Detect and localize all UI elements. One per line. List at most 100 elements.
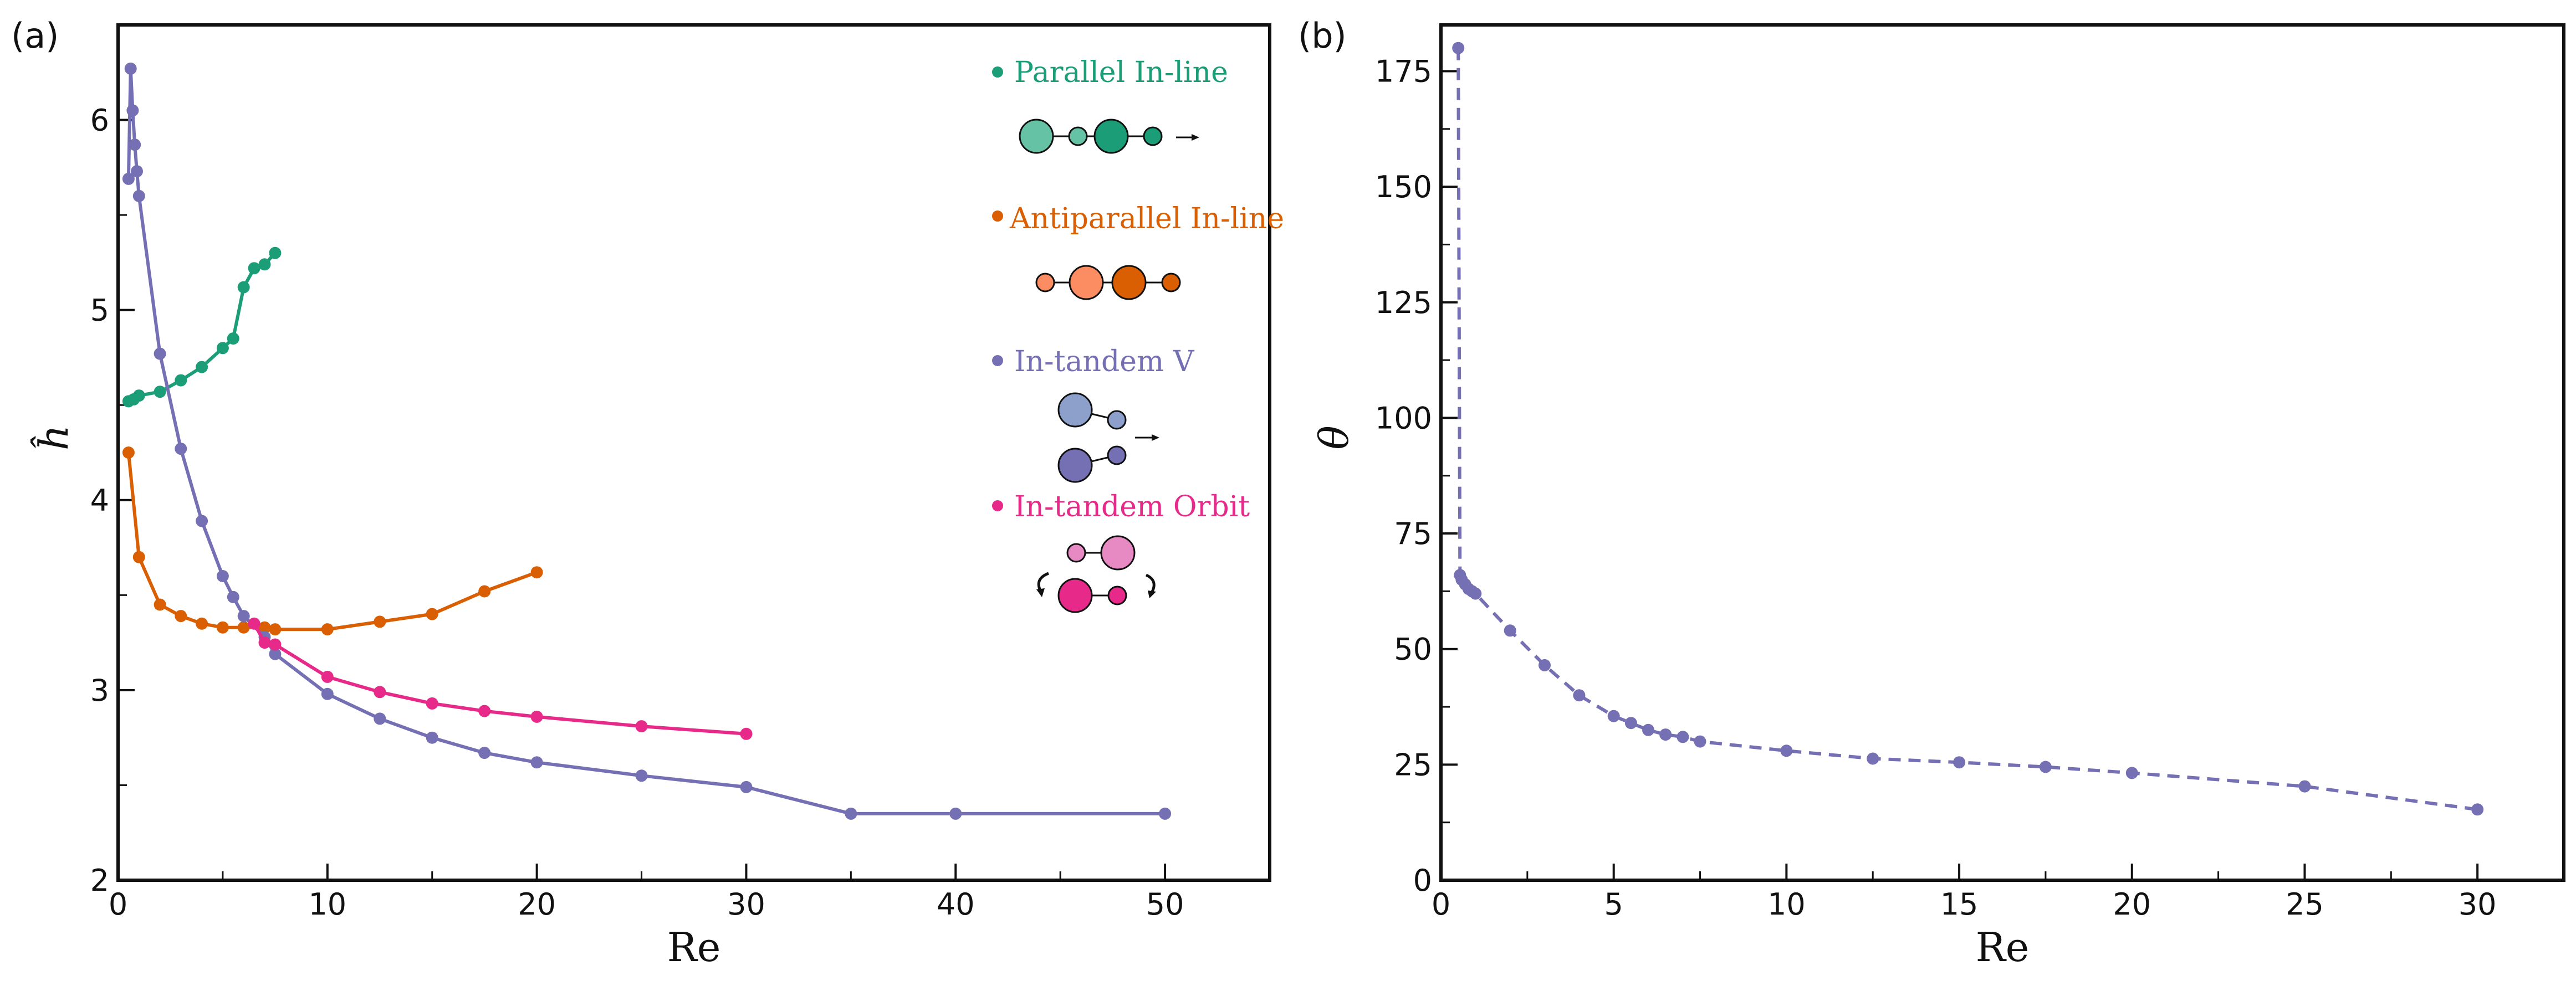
panel-a-series-2-point-5 <box>132 189 145 202</box>
panel-a-series <box>122 62 1172 820</box>
panel-b-series-0-point-22 <box>2471 803 2484 816</box>
panel-b-label: (b) <box>1298 16 1347 56</box>
panel-a-series-1-point-5 <box>216 621 229 634</box>
panel-a-ytick-label-0: 2 <box>90 863 109 898</box>
panel-a-series-2-point-9 <box>216 570 229 582</box>
panel-b-ytick-label-0: 0 <box>1413 863 1432 898</box>
panel-a-series-1-point-8 <box>269 623 282 636</box>
in-tandem-v-swimmers-icon <box>1057 392 1159 483</box>
panel-a-series-2-point-16 <box>426 731 438 744</box>
panel-a-series-0-point-11 <box>269 247 282 259</box>
panel-a-xtick-label-5: 50 <box>1146 887 1184 922</box>
legend-entry-antiparallel-in-line: Antiparallel In-line <box>992 202 1284 300</box>
panel-a-xtick-label-0: 0 <box>109 887 127 922</box>
panel-b-xtick-label-4: 20 <box>2113 887 2151 922</box>
panel-a-series-3-point-8 <box>635 720 648 733</box>
panel-b-series-0-point-19 <box>2039 761 2052 773</box>
panel-a-series-2-point-11 <box>237 610 250 623</box>
panel-b-series-0-point-7 <box>1504 624 1516 637</box>
panel-a-series-1-point-11 <box>426 608 438 620</box>
panel-a-xtick-label-1: 10 <box>308 887 346 922</box>
panel-a-series-2-point-0 <box>122 172 135 185</box>
panel-a-series-1-point-6 <box>237 621 250 634</box>
legend-label-in-tandem-v: In-tandem V <box>1014 345 1195 378</box>
panel-b-ytick-label-7: 175 <box>1375 54 1432 89</box>
in-tandem-orbit-swimmers-icon <box>1036 535 1156 613</box>
legend-entry-parallel-in-line: Parallel In-line <box>992 56 1228 154</box>
panel-a-series-0-point-3 <box>154 386 166 398</box>
panel-b-xtick-label-2: 10 <box>1767 887 1806 922</box>
panel-b-series-0-point-17 <box>1867 752 1879 765</box>
panel-b-ytick-label-1: 25 <box>1394 747 1432 782</box>
panel-a-ytick-label-4: 6 <box>90 103 109 138</box>
panel-a-series-0-point-5 <box>196 361 208 373</box>
panel-a-series-0-point-4 <box>175 374 187 387</box>
panel-b-ylabel: θ <box>1311 425 1357 449</box>
legend-marker-antiparallel-in-line <box>992 210 1003 222</box>
panel-a-label: (a) <box>11 16 59 56</box>
panel-a-series-1-point-2 <box>154 598 166 611</box>
panel-b-ytick-label-6: 150 <box>1375 170 1432 204</box>
panel-a-series-2-point-13 <box>269 648 282 660</box>
panel-a-series-2-point-18 <box>530 756 543 769</box>
panel-a-series-2-line <box>126 66 1166 815</box>
panel-b-series-0-point-14 <box>1677 731 1689 743</box>
panel-a-series-0-point-9 <box>248 262 260 275</box>
legend-entry-in-tandem-orbit: In-tandem Orbit <box>992 490 1250 613</box>
panel-a-series-3-point-6 <box>478 705 491 717</box>
legend-label-in-tandem-orbit: In-tandem Orbit <box>1014 490 1250 523</box>
panel-a-xtick-label-2: 20 <box>518 887 556 922</box>
panel-b-ytick-label-2: 50 <box>1394 632 1432 667</box>
panel-b-series-0-point-20 <box>2125 767 2138 779</box>
panel-a-ytick-label-2: 4 <box>90 483 109 518</box>
legend-label-antiparallel-in-line: Antiparallel In-line <box>1009 202 1284 235</box>
panel-b-series-0-point-13 <box>1659 728 1672 741</box>
panel-b-xtick-label-5: 25 <box>2286 887 2324 922</box>
panel-a-series-3-point-1 <box>258 636 271 649</box>
panel-a-ytick-label-3: 5 <box>90 293 109 328</box>
panel-a-series-0-point-10 <box>258 258 271 271</box>
panel-b: (b) 0 5 10 15 20 25 30 0 25 50 75 100 125 150 175 Re θ <box>1298 16 2565 971</box>
panel-b-ytick-label-4: 100 <box>1375 400 1432 435</box>
panel-a: (a) 0 10 20 30 40 50 2 3 4 5 6 Re ĥ Parallel In-li… <box>11 16 1284 971</box>
panel-a-xlabel: Re <box>667 924 721 971</box>
panel-a-series-1-point-4 <box>196 617 208 630</box>
panel-a-series-3-point-9 <box>740 727 753 740</box>
panel-a-series-3-point-3 <box>321 670 334 683</box>
panel-b-frame <box>1439 23 2565 882</box>
legend-marker-in-tandem-orbit <box>992 500 1003 511</box>
legend-marker-parallel-in-line <box>992 66 1003 78</box>
panel-b-xlabel: Re <box>1976 924 2030 971</box>
parallel-in-line-swimmers-icon <box>1019 119 1199 154</box>
panel-a-series-2-point-4 <box>131 165 143 178</box>
panel-a-series-1-point-12 <box>478 585 491 598</box>
panel-a-frame <box>116 23 1271 882</box>
legend-label-parallel-in-line: Parallel In-line <box>1014 56 1228 89</box>
panel-a-xtick-label-3: 30 <box>727 887 765 922</box>
panel-a-series-2-point-10 <box>227 591 239 603</box>
panel-b-series-0-point-12 <box>1642 723 1654 736</box>
panel-a-ytick-label-1: 3 <box>90 673 109 708</box>
panel-a-series-0-point-8 <box>237 281 250 294</box>
panel-a-series-2-point-2 <box>126 104 139 117</box>
panel-b-xtick-label-1: 5 <box>1604 887 1623 922</box>
panel-a-ylabel: ĥ <box>30 425 77 450</box>
panel-b-series-0-point-0 <box>1452 42 1465 54</box>
panel-b-ytick-label-3: 75 <box>1394 516 1432 551</box>
panel-b-xtick-label-3: 15 <box>1940 887 1979 922</box>
panel-b-series-0-point-10 <box>1607 710 1620 722</box>
panel-a-ticks: 0 10 20 30 40 50 2 3 4 5 6 <box>90 103 1184 922</box>
panel-a-series-2-point-7 <box>175 443 187 455</box>
panel-a-series-1-point-7 <box>258 621 271 634</box>
panel-a-series-2-point-8 <box>196 515 208 527</box>
legend: Parallel In-line Antiparallel In-line <box>992 56 1284 613</box>
panel-a-series-2-point-15 <box>374 712 386 725</box>
panel-a-series-1-point-10 <box>374 615 386 628</box>
panel-b-xtick-label-6: 30 <box>2459 887 2497 922</box>
panel-a-series-2-point-3 <box>129 138 141 151</box>
panel-a-series-2-point-17 <box>478 747 491 759</box>
panel-a-series-0-point-7 <box>227 332 239 345</box>
panel-b-series-0-line <box>1456 48 2478 812</box>
panel-a-series-0-point-6 <box>216 342 229 355</box>
panel-b-series-0-point-9 <box>1573 689 1586 702</box>
